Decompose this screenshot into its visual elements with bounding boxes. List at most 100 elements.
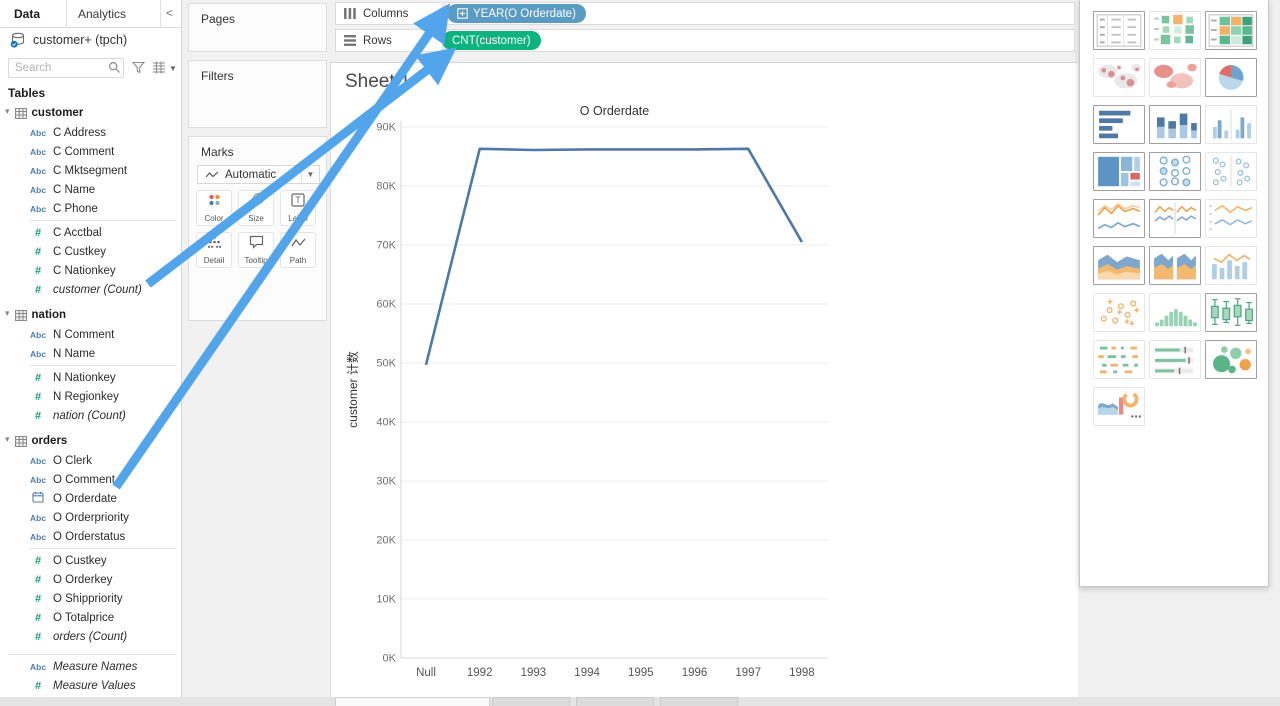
show-me-line-dual[interactable] [1205,199,1257,238]
number-field-icon: # [34,554,42,567]
show-me-histogram[interactable] [1149,293,1201,332]
field-c-phone[interactable]: Abc C Phone [0,199,181,218]
field-measure-names[interactable]: Abc Measure Names [0,657,181,676]
tab-data[interactable]: Data [14,7,41,21]
field-label: customer (Count) [53,283,142,296]
show-me-symbol-map[interactable] [1093,58,1145,97]
field-n-nationkey[interactable]: # N Nationkey [0,368,181,387]
show-me-bullet-graph[interactable] [1149,340,1201,379]
field-measure-values[interactable]: # Measure Values [0,676,181,695]
show-me-highlight-table[interactable] [1205,11,1257,50]
expand-icon [457,8,468,19]
show-me-packed-bubbles[interactable] [1205,340,1257,379]
marks-card: Marks Automatic ▼ Color Size T Label Detail T… [188,136,327,321]
size-button[interactable]: Size [238,190,274,226]
field-n-comment[interactable]: Abc N Comment [0,325,181,344]
field-label: C Name [53,183,96,196]
show-me-treemap[interactable] [1093,152,1145,191]
tooltip-button[interactable]: Tooltip [238,232,274,268]
field-label: C Acctbal [53,226,102,239]
field-o-orderstatus[interactable]: Abc O Orderstatus [0,527,181,546]
detail-button[interactable]: Detail [196,232,232,268]
field-label: O Orderdate [53,492,117,505]
field-orders-count-[interactable]: # orders (Count) [0,627,181,646]
show-me-horizontal-bar[interactable] [1093,105,1145,144]
view-as-icon[interactable] [152,61,166,74]
label-button[interactable]: T Label [280,190,316,226]
show-me-side-by-side-bar[interactable] [1205,105,1257,144]
show-me-show-more[interactable] [1093,387,1145,426]
mark-button-label: Tooltip [244,256,268,265]
field-o-orderdate[interactable]: O Orderdate [0,489,181,508]
columns-icon [344,8,356,19]
show-me-dual-combination[interactable] [1205,246,1257,285]
field-n-regionkey[interactable]: # N Regionkey [0,387,181,406]
field-customer-count-[interactable]: # customer (Count) [0,280,181,299]
show-me-stacked-bar[interactable] [1149,105,1201,144]
svg-text:10K: 10K [376,594,396,606]
show-me-side-by-side-circle[interactable] [1205,152,1257,191]
chevron-down-icon: ▾ [5,105,10,116]
field-c-acctbal[interactable]: # C Acctbal [0,223,181,242]
pages-label: Pages [201,12,236,26]
rows-pill-cnt-customer[interactable]: CNT(customer) [442,31,541,50]
show-me-text-table[interactable] [1093,11,1145,50]
show-me-scatter-plot[interactable] [1093,293,1145,332]
worksheet[interactable]: Sheet 1 0K 10K 20K 30K 40K 50K 60K 70K 80K 90K Nul… [330,62,1078,697]
table-header-orders[interactable]: ▾ orders [0,431,181,451]
columns-pill-year-orderdate[interactable]: YEAR(O Orderdate) [447,4,586,23]
active-sheet-tab[interactable] [335,697,490,706]
datasource-row[interactable]: customer+ (tpch) [10,32,127,48]
show-me-circle-view[interactable] [1149,152,1201,191]
search-row: ▼ [8,58,177,78]
table-header-nation[interactable]: ▾ nation [0,305,181,325]
field-o-orderpriority[interactable]: Abc O Orderpriority [0,508,181,527]
svg-text:1998: 1998 [789,667,815,679]
show-me-line-continuous[interactable] [1093,199,1145,238]
field-c-nationkey[interactable]: # C Nationkey [0,261,181,280]
svg-text:1995: 1995 [628,667,654,679]
mark-type-dropdown[interactable]: Automatic ▼ [197,165,320,184]
field-o-custkey[interactable]: # O Custkey [0,551,181,570]
path-button[interactable]: Path [280,232,316,268]
show-me-line-discrete[interactable] [1149,199,1201,238]
string-field-icon: Abc [30,348,47,359]
field-o-clerk[interactable]: Abc O Clerk [0,451,181,470]
field-nation-count-[interactable]: # nation (Count) [0,406,181,425]
field-label: N Comment [53,328,115,341]
show-me-area-continuous[interactable] [1093,246,1145,285]
filters-shelf[interactable]: Filters [188,60,327,128]
field-o-shippriority[interactable]: # O Shippriority [0,589,181,608]
field-c-comment[interactable]: Abc C Comment [0,142,181,161]
show-me-pie-chart[interactable] [1205,58,1257,97]
field-c-name[interactable]: Abc C Name [0,180,181,199]
show-me-gantt[interactable] [1093,340,1145,379]
field-o-comment[interactable]: Abc O Comment [0,470,181,489]
search-input[interactable] [8,58,124,78]
view-as-caret-icon[interactable]: ▼ [169,64,177,73]
sheet-tab[interactable] [492,697,570,706]
pages-shelf[interactable]: Pages [188,3,327,52]
table-header-customer[interactable]: ▾ customer [0,103,181,123]
field-n-name[interactable]: Abc N Name [0,344,181,363]
tab-analytics[interactable]: Analytics [78,7,127,21]
field-o-orderkey[interactable]: # O Orderkey [0,570,181,589]
color-icon [207,193,222,212]
show-me-box-and-whisker[interactable] [1205,293,1257,332]
sheet-tab[interactable] [576,697,654,706]
field-o-totalprice[interactable]: # O Totalprice [0,608,181,627]
field-label: N Nationkey [53,371,116,384]
sheet-tab[interactable] [660,697,738,706]
collapse-pane-icon[interactable]: < [165,6,173,20]
filter-icon[interactable] [132,61,145,74]
field-c-address[interactable]: Abc C Address [0,123,181,142]
string-field-icon: Abc [30,455,47,466]
show-me-heat-map[interactable] [1149,11,1201,50]
field-c-mktsegment[interactable]: Abc C Mktsegment [0,161,181,180]
field-label: O Shippriority [53,592,123,605]
show-me-area-discrete[interactable] [1149,246,1201,285]
color-button[interactable]: Color [196,190,232,226]
show-me-filled-map[interactable] [1149,58,1201,97]
field-c-custkey[interactable]: # C Custkey [0,242,181,261]
